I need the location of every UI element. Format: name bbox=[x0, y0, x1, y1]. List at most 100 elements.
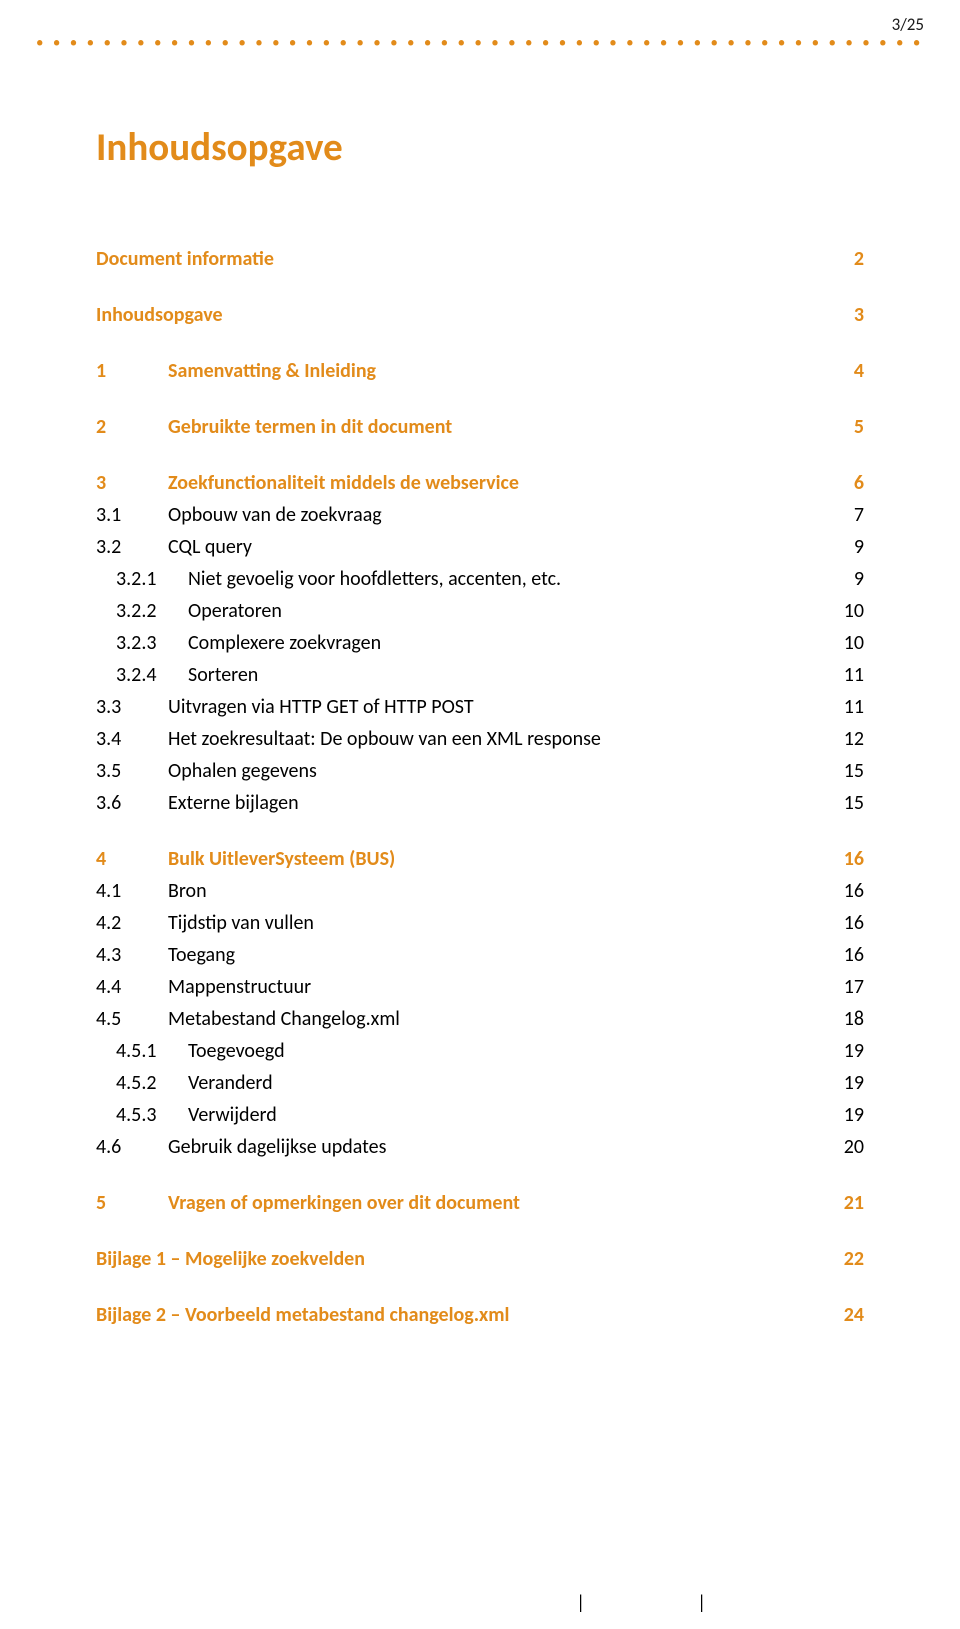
toc-entry-page: 11 bbox=[804, 691, 864, 723]
document-page: 3/25 Inhoudsopgave Document informatie2I… bbox=[0, 0, 960, 1629]
toc-entry-label: Mappenstructuur bbox=[168, 971, 804, 1003]
toc-entry-page: 4 bbox=[804, 355, 864, 387]
toc-entry-label: Uitvragen via HTTP GET of HTTP POST bbox=[168, 691, 804, 723]
toc-entry-number: 3.2.2 bbox=[96, 595, 188, 627]
toc-entry-page: 21 bbox=[804, 1187, 864, 1219]
toc-group: 1Samenvatting & Inleiding4 bbox=[96, 355, 864, 387]
table-of-contents: Document informatie2Inhoudsopgave31Samen… bbox=[96, 243, 864, 1331]
toc-entry-page: 15 bbox=[804, 787, 864, 819]
toc-entry-number: 3.3 bbox=[96, 691, 168, 723]
toc-top-entry[interactable]: 2Gebruikte termen in dit document5 bbox=[96, 411, 864, 443]
toc-top-entry[interactable]: Bijlage 2 – Voorbeeld metabestand change… bbox=[96, 1299, 864, 1331]
toc-group: Document informatie2 bbox=[96, 243, 864, 275]
toc-entry-number: 3.2.3 bbox=[96, 627, 188, 659]
toc-entry-page: 16 bbox=[804, 843, 864, 875]
dotted-divider bbox=[36, 34, 924, 52]
toc-entry-number: 4.1 bbox=[96, 875, 168, 907]
toc-entry-label: Metabestand Changelog.xml bbox=[168, 1003, 804, 1035]
toc-sub-entry[interactable]: 3.2.4Sorteren11 bbox=[96, 659, 864, 691]
toc-top-entry[interactable]: Document informatie2 bbox=[96, 243, 864, 275]
toc-entry-page: 10 bbox=[804, 627, 864, 659]
toc-entry-label: Externe bijlagen bbox=[168, 787, 804, 819]
toc-entry-number: 4.2 bbox=[96, 907, 168, 939]
toc-entry-number: 3.4 bbox=[96, 723, 168, 755]
toc-group: 3Zoekfunctionaliteit middels de webservi… bbox=[96, 467, 864, 819]
toc-entry-label: CQL query bbox=[168, 531, 804, 563]
toc-group: Inhoudsopgave3 bbox=[96, 299, 864, 331]
toc-entry-label: Bijlage 2 – Voorbeeld metabestand change… bbox=[96, 1299, 804, 1331]
toc-entry-number: 3.1 bbox=[96, 499, 168, 531]
toc-top-entry[interactable]: 3Zoekfunctionaliteit middels de webservi… bbox=[96, 467, 864, 499]
toc-entry-page: 11 bbox=[804, 659, 864, 691]
toc-entry-label: Verwijderd bbox=[188, 1099, 804, 1131]
toc-sub-entry[interactable]: 3.2.1Niet gevoelig voor hoofdletters, ac… bbox=[96, 563, 864, 595]
toc-sub-entry[interactable]: 3.1Opbouw van de zoekvraag7 bbox=[96, 499, 864, 531]
toc-entry-label: Toegang bbox=[168, 939, 804, 971]
toc-group: 2Gebruikte termen in dit document5 bbox=[96, 411, 864, 443]
toc-sub-entry[interactable]: 4.5.1Toegevoegd19 bbox=[96, 1035, 864, 1067]
toc-entry-number: 4.5.3 bbox=[96, 1099, 188, 1131]
toc-entry-number: 3.2.4 bbox=[96, 659, 188, 691]
toc-entry-page: 16 bbox=[804, 907, 864, 939]
toc-entry-page: 24 bbox=[804, 1299, 864, 1331]
toc-entry-label: Veranderd bbox=[188, 1067, 804, 1099]
toc-entry-page: 12 bbox=[804, 723, 864, 755]
toc-entry-page: 22 bbox=[804, 1243, 864, 1275]
toc-sub-entry[interactable]: 4.5.2Veranderd19 bbox=[96, 1067, 864, 1099]
toc-top-entry[interactable]: 1Samenvatting & Inleiding4 bbox=[96, 355, 864, 387]
toc-entry-label: Opbouw van de zoekvraag bbox=[168, 499, 804, 531]
toc-top-entry[interactable]: 4Bulk UitleverSysteem (BUS)16 bbox=[96, 843, 864, 875]
toc-entry-label: Ophalen gegevens bbox=[168, 755, 804, 787]
toc-entry-label: Bulk UitleverSysteem (BUS) bbox=[168, 843, 804, 875]
toc-entry-number: 2 bbox=[96, 411, 168, 443]
toc-entry-label: Het zoekresultaat: De opbouw van een XML… bbox=[168, 723, 804, 755]
toc-entry-number: 5 bbox=[96, 1187, 168, 1219]
toc-entry-page: 19 bbox=[804, 1067, 864, 1099]
toc-entry-label: Gebruikte termen in dit document bbox=[168, 411, 804, 443]
toc-sub-entry[interactable]: 4.4Mappenstructuur17 bbox=[96, 971, 864, 1003]
toc-entry-label: Complexere zoekvragen bbox=[188, 627, 804, 659]
toc-sub-entry[interactable]: 3.4Het zoekresultaat: De opbouw van een … bbox=[96, 723, 864, 755]
toc-sub-entry[interactable]: 4.5.3Verwijderd19 bbox=[96, 1099, 864, 1131]
toc-top-entry[interactable]: Bijlage 1 – Mogelijke zoekvelden22 bbox=[96, 1243, 864, 1275]
toc-entry-number: 4.4 bbox=[96, 971, 168, 1003]
toc-sub-entry[interactable]: 4.2Tijdstip van vullen16 bbox=[96, 907, 864, 939]
toc-entry-number: 3.5 bbox=[96, 755, 168, 787]
toc-group: Bijlage 1 – Mogelijke zoekvelden22 bbox=[96, 1243, 864, 1275]
toc-entry-page: 5 bbox=[804, 411, 864, 443]
page-number: 3/25 bbox=[892, 14, 924, 35]
toc-entry-number: 4.5.2 bbox=[96, 1067, 188, 1099]
toc-entry-label: Gebruik dagelijkse updates bbox=[168, 1131, 804, 1163]
toc-entry-number: 4 bbox=[96, 843, 168, 875]
footer-pipes: | | bbox=[576, 1592, 760, 1615]
toc-sub-entry[interactable]: 3.5Ophalen gegevens15 bbox=[96, 755, 864, 787]
toc-entry-page: 16 bbox=[804, 875, 864, 907]
toc-entry-label: Document informatie bbox=[96, 243, 804, 275]
toc-sub-entry[interactable]: 3.6Externe bijlagen15 bbox=[96, 787, 864, 819]
page-title: Inhoudsopgave bbox=[96, 124, 864, 171]
toc-entry-number: 4.5 bbox=[96, 1003, 168, 1035]
toc-entry-number: 3.2.1 bbox=[96, 563, 188, 595]
toc-entry-number: 4.5.1 bbox=[96, 1035, 188, 1067]
toc-sub-entry[interactable]: 4.5Metabestand Changelog.xml18 bbox=[96, 1003, 864, 1035]
toc-entry-page: 6 bbox=[804, 467, 864, 499]
toc-entry-label: Toegevoegd bbox=[188, 1035, 804, 1067]
toc-sub-entry[interactable]: 4.1Bron16 bbox=[96, 875, 864, 907]
toc-sub-entry[interactable]: 3.2.3Complexere zoekvragen10 bbox=[96, 627, 864, 659]
toc-sub-entry[interactable]: 4.3Toegang16 bbox=[96, 939, 864, 971]
toc-entry-page: 7 bbox=[804, 499, 864, 531]
toc-sub-entry[interactable]: 3.2CQL query9 bbox=[96, 531, 864, 563]
toc-sub-entry[interactable]: 3.2.2Operatoren10 bbox=[96, 595, 864, 627]
toc-sub-entry[interactable]: 4.6Gebruik dagelijkse updates20 bbox=[96, 1131, 864, 1163]
toc-entry-page: 20 bbox=[804, 1131, 864, 1163]
toc-entry-label: Operatoren bbox=[188, 595, 804, 627]
toc-entry-label: Zoekfunctionaliteit middels de webservic… bbox=[168, 467, 804, 499]
toc-top-entry[interactable]: 5Vragen of opmerkingen over dit document… bbox=[96, 1187, 864, 1219]
toc-entry-label: Vragen of opmerkingen over dit document bbox=[168, 1187, 804, 1219]
toc-entry-page: 15 bbox=[804, 755, 864, 787]
toc-entry-label: Tijdstip van vullen bbox=[168, 907, 804, 939]
toc-entry-number: 4.3 bbox=[96, 939, 168, 971]
toc-top-entry[interactable]: Inhoudsopgave3 bbox=[96, 299, 864, 331]
toc-sub-entry[interactable]: 3.3Uitvragen via HTTP GET of HTTP POST11 bbox=[96, 691, 864, 723]
toc-entry-number: 3.2 bbox=[96, 531, 168, 563]
